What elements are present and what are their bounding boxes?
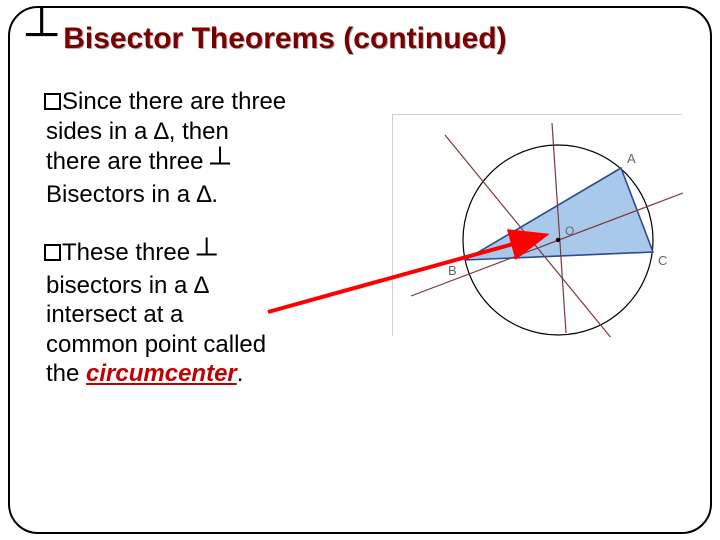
text-column: Since there are three sides in a ∆, then…	[26, 88, 376, 416]
bullet-1: Since there are three sides in a ∆, then…	[44, 88, 376, 209]
figure-box: A B C O	[392, 114, 682, 336]
bullet-box-icon	[44, 244, 61, 261]
bullet-2-lead: These three ┴	[44, 237, 376, 271]
center-point	[556, 238, 560, 242]
circumcircle-diagram: A B C O	[393, 115, 683, 337]
figure-column: A B C O	[392, 88, 694, 336]
label-A: A	[627, 151, 636, 166]
bullet-2: These three ┴ bisectors in a ∆ intersect…	[44, 237, 376, 388]
bullet-box-icon	[44, 93, 61, 110]
label-C: C	[658, 253, 667, 268]
bullet-1-lead-text: Since there are three	[62, 88, 286, 115]
perp-inline-icon: ┴	[210, 147, 230, 178]
content-row: Since there are three sides in a ∆, then…	[26, 88, 694, 416]
bullet-1-lead: Since there are three	[44, 88, 376, 117]
label-B: B	[448, 263, 457, 278]
bullet-1-body: sides in a ∆, then there are three ┴ Bis…	[44, 117, 376, 210]
slide-title: ┴ Bisector Theorems (continued)	[26, 12, 694, 56]
label-O: O	[565, 224, 574, 238]
bullet-2-body: bisectors in a ∆ intersect at a common p…	[44, 271, 376, 388]
slide-frame: ┴ Bisector Theorems (continued) Since th…	[8, 6, 712, 534]
term-circumcenter: circumcenter	[86, 360, 237, 387]
perp-inline-icon: ┴	[197, 238, 217, 269]
title-text: Bisector Theorems (continued)	[63, 22, 506, 56]
title-perp-symbol: ┴	[26, 12, 57, 56]
